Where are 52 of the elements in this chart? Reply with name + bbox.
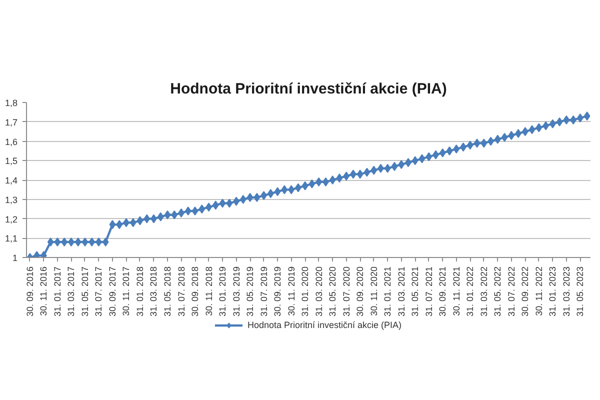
x-tick-label: 31. 03. 2023 (561, 266, 572, 317)
legend-label: Hodnota Prioritní investiční akcie (PIA) (247, 319, 402, 331)
x-tick-label: 31. 07. 2020 (341, 266, 352, 317)
y-tick-label: 1,3 (4, 194, 18, 205)
x-tick-label: 31. 05. 2021 (410, 266, 420, 317)
x-tick-label: 31. 03. 2018 (148, 266, 159, 317)
x-tick-label: 31. 01. 2022 (465, 266, 476, 317)
x-tick-label: 31. 01. 2019 (218, 266, 228, 317)
y-tick-label: 1 (12, 253, 18, 263)
x-tick-label: 31. 03. 2017 (66, 266, 76, 317)
x-tick-label: 31. 01. 2020 (300, 266, 310, 317)
x-tick-label: 30. 09. 2019 (272, 266, 283, 317)
x-tick-label: 31. 01. 2018 (134, 266, 145, 317)
y-tick-label: 1,4 (4, 176, 18, 186)
y-tick-label: 1,6 (4, 136, 18, 147)
x-tick-label: 31. 01. 2021 (382, 266, 393, 317)
x-tick-label: 30. 09. 2018 (190, 266, 200, 317)
x-tick-label: 30. 11. 2016 (38, 266, 49, 316)
x-tick-label: 31. 03. 2022 (478, 266, 489, 317)
x-tick-label: 31. 05. 2017 (80, 266, 90, 317)
x-tick-label: 31. 01. 2017 (52, 266, 62, 317)
x-tick-label: 30. 09. 2021 (438, 266, 448, 317)
x-tick-label: 30. 09. 2016 (24, 266, 35, 317)
x-tick-label: 31. 07. 2017 (94, 266, 104, 317)
x-tick-label: 31. 07. 2021 (424, 266, 434, 317)
x-tick-label: 31. 05. 2022 (492, 266, 503, 317)
x-tick-label: 30. 11. 2021 (451, 266, 462, 316)
x-tick-label: 31. 05. 2018 (162, 266, 172, 317)
y-tick-label: 1,1 (4, 234, 18, 244)
y-tick-label: 1,2 (4, 214, 18, 224)
x-tick-label: 30. 11. 2017 (121, 266, 132, 316)
x-tick-label: 31. 05. 2019 (245, 266, 256, 317)
x-tick-label: 31. 07. 2022 (506, 266, 516, 317)
x-tick-label: 31. 03. 2019 (231, 266, 242, 317)
x-tick-label: 31. 03. 2020 (314, 266, 324, 317)
x-tick-label: 30. 09. 2020 (355, 266, 366, 317)
chart-title: Hodnota Prioritní investiční akcie (PIA) (170, 80, 447, 98)
x-tick-label: 31. 05. 2020 (328, 266, 338, 317)
x-tick-label: 31. 05. 2023 (575, 266, 586, 317)
y-tick-label: 1,8 (4, 98, 18, 108)
y-tick-label: 1,7 (4, 117, 18, 128)
x-tick-label: 30. 11. 2019 (286, 266, 296, 316)
x-tick-label: 30. 09. 2017 (107, 266, 118, 317)
x-tick-label: 31. 07. 2018 (176, 266, 186, 317)
x-tick-label: 30. 11. 2020 (368, 266, 379, 316)
y-tick-label: 1,5 (4, 156, 18, 166)
x-tick-label: 31. 07. 2019 (258, 266, 269, 317)
x-tick-label: 30. 11. 2018 (204, 266, 214, 316)
x-tick-label: 30. 11. 2022 (534, 266, 544, 316)
x-tick-label: 31. 03. 2021 (396, 266, 406, 317)
x-tick-label: 30. 09. 2022 (520, 266, 530, 317)
x-tick-label: 31. 01. 2023 (548, 266, 558, 317)
